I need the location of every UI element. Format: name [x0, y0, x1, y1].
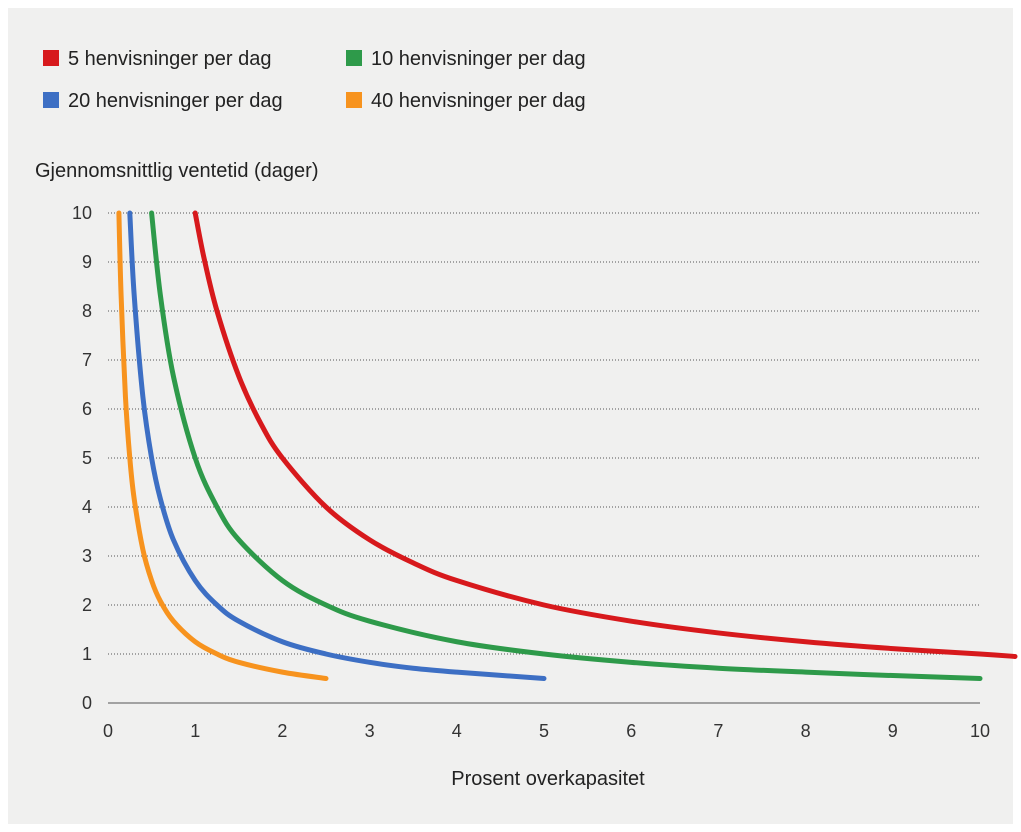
series-line-3: [127, 210, 547, 681]
x-tick-labels: 0 1 2 3 4 5 6 7 8 9 10: [103, 721, 990, 741]
legend-item: 20 henvisninger per dag: [43, 90, 283, 112]
x-tick-label: 4: [452, 721, 462, 741]
legend-label: 5 henvisninger per dag: [68, 48, 271, 70]
y-tick-label: 6: [82, 399, 92, 419]
x-tick-label: 7: [713, 721, 723, 741]
gridlines: [108, 212, 980, 704]
x-tick-label: 1: [190, 721, 200, 741]
y-tick-label: 10: [72, 203, 92, 223]
legend-label: 40 henvisninger per dag: [371, 90, 586, 112]
y-tick-label: 9: [82, 252, 92, 272]
x-tick-label: 9: [888, 721, 898, 741]
legend-swatch: [346, 92, 362, 108]
series-lines: [116, 210, 1018, 681]
legend-swatch: [43, 92, 59, 108]
y-tick-label: 3: [82, 546, 92, 566]
series-line-4: [116, 210, 329, 681]
y-tick-label: 4: [82, 497, 92, 517]
x-tick-label: 0: [103, 721, 113, 741]
y-tick-label: 5: [82, 448, 92, 468]
y-tick-labels: 0 1 2 3 4 5 6 7 8 9 10: [72, 203, 92, 713]
series-line-2: [149, 210, 983, 681]
legend-swatch: [43, 50, 59, 66]
y-tick-label: 0: [82, 693, 92, 713]
legend-label: 20 henvisninger per dag: [68, 90, 283, 112]
chart-panel: [8, 8, 1013, 824]
x-tick-label: 10: [970, 721, 990, 741]
x-tick-label: 6: [626, 721, 636, 741]
legend-item: 10 henvisninger per dag: [346, 48, 586, 70]
x-tick-label: 2: [277, 721, 287, 741]
y-axis-title: Gjennomsnittlig ventetid (dager): [35, 160, 318, 182]
legend: 5 henvisninger per dag 10 henvisninger pe…: [43, 48, 586, 112]
legend-swatch: [346, 50, 362, 66]
legend-item: 40 henvisninger per dag: [346, 90, 586, 112]
legend-item: 5 henvisninger per dag: [43, 48, 271, 70]
x-tick-label: 5: [539, 721, 549, 741]
x-axis-title: Prosent overkapasitet: [451, 768, 645, 790]
legend-label: 10 henvisninger per dag: [371, 48, 586, 70]
y-tick-label: 2: [82, 595, 92, 615]
x-tick-label: 8: [801, 721, 811, 741]
series-line-1: [192, 210, 1018, 659]
y-tick-label: 8: [82, 301, 92, 321]
x-tick-label: 3: [365, 721, 375, 741]
y-tick-label: 7: [82, 350, 92, 370]
y-tick-label: 1: [82, 644, 92, 664]
